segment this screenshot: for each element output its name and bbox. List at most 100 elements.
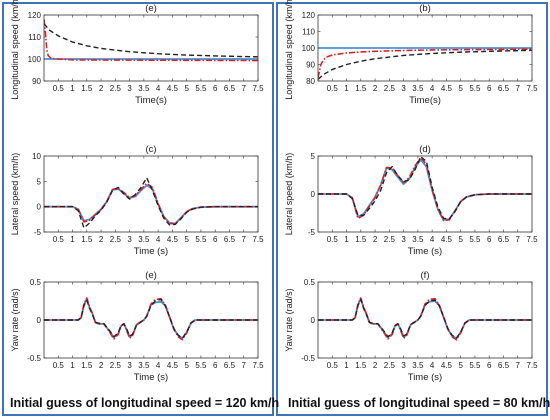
- plot-d-axes-box: [317, 155, 533, 233]
- plot-f-xtick-label: 6: [487, 361, 492, 370]
- plot-f-title: (f): [421, 270, 430, 281]
- plot-e-xtick-label: 3: [127, 361, 132, 370]
- plot-a-ytick-label: 120: [28, 11, 42, 20]
- caption-right: Initial guess of longitudinal speed = 80…: [288, 396, 550, 410]
- plot-f-xlabel: Time (s): [408, 372, 442, 383]
- plot-c-ylabel: Lateral speed (km/h): [10, 153, 20, 236]
- plot-a-xtick-label: 1.5: [81, 84, 93, 93]
- plot-d-xtick-label: 1.5: [355, 235, 367, 244]
- plot-b-xtick-label: 7.5: [526, 84, 538, 93]
- plot-e-xtick-label: 7.5: [252, 361, 264, 370]
- plot-a-xtick-label: 6.5: [224, 84, 236, 93]
- plot-a-xtick-label: 1: [70, 84, 75, 93]
- plot-e-series-red: [44, 297, 258, 341]
- plot-d-series-red: [318, 156, 532, 222]
- plot-b-xtick-label: 7: [516, 84, 521, 93]
- plot-b-xtick-label: 1.5: [355, 84, 367, 93]
- plot-c-xtick-label: 7: [242, 235, 247, 244]
- plot-f-xtick-label: 7: [516, 361, 521, 370]
- plot-a-title: (e): [145, 3, 157, 14]
- plot-f-xtick-label: 3.5: [412, 361, 424, 370]
- plot-b-axes-box: [317, 14, 533, 82]
- plot-b-ytick-label: 90: [306, 61, 315, 70]
- plot-f-xtick-label: 4.5: [441, 361, 453, 370]
- plot-b-xtick-label: 1: [344, 84, 349, 93]
- plot-c-xtick-label: 4: [156, 235, 161, 244]
- plot-d-xtick-label: 5: [458, 235, 463, 244]
- plot-e-xtick-label: 3.5: [138, 361, 150, 370]
- plot-f-ylabel: Yaw rate (rad/s): [284, 288, 294, 351]
- plot-f-xtick-label: 4: [430, 361, 435, 370]
- plot-e-xtick-label: 1.5: [81, 361, 93, 370]
- plot-d-xtick-label: 7: [516, 235, 521, 244]
- plot-a-ytick-label: 100: [28, 55, 42, 64]
- plot-c-xtick-label: 6: [213, 235, 218, 244]
- plot-b-ytick-label: 100: [302, 44, 316, 53]
- plot-d-ylabel: Lateral speed (km/h): [284, 153, 294, 236]
- plot-b-xtick-label: 6.5: [498, 84, 510, 93]
- plot-d-xtick-label: 5.5: [469, 235, 481, 244]
- plot-c-ytick-label: 10: [32, 152, 41, 161]
- plot-e-series-black: [44, 298, 258, 339]
- plot-e-axes-box: [43, 281, 259, 359]
- plot-b-ylabel: Longitudinal speed (km/h): [284, 0, 294, 100]
- plot-c-xtick-label: 7.5: [252, 235, 264, 244]
- plot-d-series-black: [318, 156, 532, 220]
- plot-d-ytick-label: 0: [311, 190, 316, 199]
- plot-f-series-red: [318, 297, 532, 341]
- plot-a-xtick-label: 3: [127, 84, 132, 93]
- plot-f-xtick-label: 3: [401, 361, 406, 370]
- plot-c-ytick-label: -5: [34, 228, 42, 237]
- plot-b-title: (b): [419, 3, 431, 14]
- plot-b-xlabel: Time(s): [409, 95, 441, 106]
- plot-e-xtick-label: 0.5: [53, 361, 65, 370]
- plot-c-xtick-label: 5: [184, 235, 189, 244]
- plot-f-xtick-label: 6.5: [498, 361, 510, 370]
- plot-f-xtick-label: 1: [344, 361, 349, 370]
- plot-b-xtick-label: 0.5: [327, 84, 339, 93]
- plot-b-xtick-label: 4: [430, 84, 435, 93]
- plot-e-xtick-label: 7: [242, 361, 247, 370]
- plot-a-xtick-label: 7: [242, 84, 247, 93]
- plot-d-ytick-label: 5: [311, 152, 316, 161]
- plot-d-xtick-label: 3: [401, 235, 406, 244]
- plot-c-xtick-label: 1.5: [81, 235, 93, 244]
- plot-c-xtick-label: 6.5: [224, 235, 236, 244]
- plot-e-ytick-label: 0.5: [30, 278, 42, 287]
- right-panel-frame: [276, 2, 548, 416]
- plot-c-series-blue: [44, 184, 258, 225]
- plot-a-ytick-label: 110: [28, 33, 41, 42]
- plot-c-series-black: [44, 177, 258, 229]
- plot-d-ytick-label: -5: [308, 228, 316, 237]
- plot-e-ytick-label: -0.5: [27, 354, 41, 363]
- left-panel-frame: [2, 2, 274, 416]
- plot-a-xtick-label: 2: [99, 84, 104, 93]
- plot-b-xtick-label: 5: [458, 84, 463, 93]
- plot-a-ytick-label: 90: [32, 77, 41, 86]
- plot-d-xtick-label: 7.5: [526, 235, 538, 244]
- plot-d-series-blue: [318, 158, 532, 221]
- plot-f-series-black: [318, 298, 532, 339]
- plot-f-xtick-label: 2.5: [384, 361, 396, 370]
- plot-b-ytick-label: 110: [302, 28, 315, 37]
- plot-c-xtick-label: 2: [99, 235, 104, 244]
- plot-e-xtick-label: 5: [184, 361, 189, 370]
- plot-e-xtick-label: 4.5: [167, 361, 179, 370]
- plot-a-axes-box: [43, 14, 259, 82]
- plot-d-xtick-label: 2: [373, 235, 378, 244]
- plot-d-xtick-label: 2.5: [384, 235, 396, 244]
- plot-b-ytick-label: 120: [302, 11, 316, 20]
- plot-c-xlabel: Time (s): [134, 246, 168, 257]
- plot-d-xlabel: Time (s): [408, 246, 442, 257]
- plot-d-xtick-label: 1: [344, 235, 349, 244]
- plot-d-xtick-label: 4.5: [441, 235, 453, 244]
- plot-c-xtick-label: 4.5: [167, 235, 179, 244]
- plot-a-ylabel: Longitudinal speed (km/h): [10, 0, 20, 100]
- caption-left: Initial guess of longitudinal speed = 12…: [10, 396, 280, 410]
- plot-b-xtick-label: 4.5: [441, 84, 453, 93]
- plot-c-axes-box: [43, 155, 259, 233]
- plot-c-xtick-label: 5.5: [195, 235, 207, 244]
- plot-a-xlabel: Time(s): [135, 95, 167, 106]
- plot-f-axes-box: [317, 281, 533, 359]
